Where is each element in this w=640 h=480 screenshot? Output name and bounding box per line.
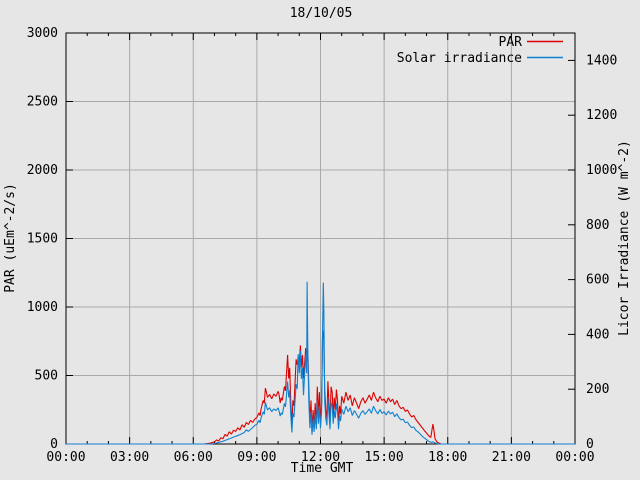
- y-left-tick-label: 2500: [27, 95, 58, 110]
- tick-label-layer: 00:00 03:00 06:00 09:00 12:00 15:00 18:00 21:00…: [27, 26, 618, 465]
- y-right-tick-label: 800: [586, 218, 609, 233]
- y-right-tick-label: 200: [586, 382, 609, 397]
- x-axis-label: Time GMT: [291, 461, 354, 476]
- x-tick-label: 18:00: [428, 450, 467, 465]
- y-axis-left-label: PAR (uEm^-2/s): [3, 183, 18, 293]
- y-left-tick-label: 0: [50, 437, 58, 452]
- x-tick-label: 00:00: [555, 450, 594, 465]
- y-left-tick-label: 3000: [27, 26, 58, 41]
- legend-label-par: PAR: [499, 35, 523, 50]
- legend: PAR Solar irradiance: [397, 35, 563, 66]
- y-right-tick-label: 600: [586, 273, 609, 288]
- x-tick-label: 15:00: [365, 450, 404, 465]
- solar-irradiance-line: [66, 281, 575, 445]
- par-line: [66, 329, 575, 445]
- x-tick-label: 21:00: [492, 450, 531, 465]
- y-right-tick-label: 1400: [586, 53, 617, 68]
- axes-layer: [65, 32, 576, 445]
- x-tick-label: 06:00: [174, 450, 213, 465]
- chart-title: 18/10/05: [290, 6, 353, 21]
- y-left-tick-label: 500: [35, 369, 58, 384]
- grid-layer: [66, 33, 575, 444]
- series-layer: [66, 281, 575, 445]
- x-tick-label: 03:00: [110, 450, 149, 465]
- y-right-tick-label: 1200: [586, 108, 617, 123]
- y-left-tick-label: 1500: [27, 232, 58, 247]
- x-tick-label: 00:00: [46, 450, 85, 465]
- legend-label-solar-irradiance: Solar irradiance: [397, 51, 522, 66]
- y-right-tick-label: 1000: [586, 163, 617, 178]
- y-left-tick-label: 2000: [27, 163, 58, 178]
- x-tick-label: 12:00: [301, 450, 340, 465]
- y-right-tick-label: 400: [586, 327, 609, 342]
- y-axis-right-label: Licor Irradiance (W m^-2): [617, 140, 632, 336]
- y-left-tick-label: 1000: [27, 300, 58, 315]
- y-right-tick-label: 0: [586, 437, 594, 452]
- x-tick-label: 09:00: [237, 450, 276, 465]
